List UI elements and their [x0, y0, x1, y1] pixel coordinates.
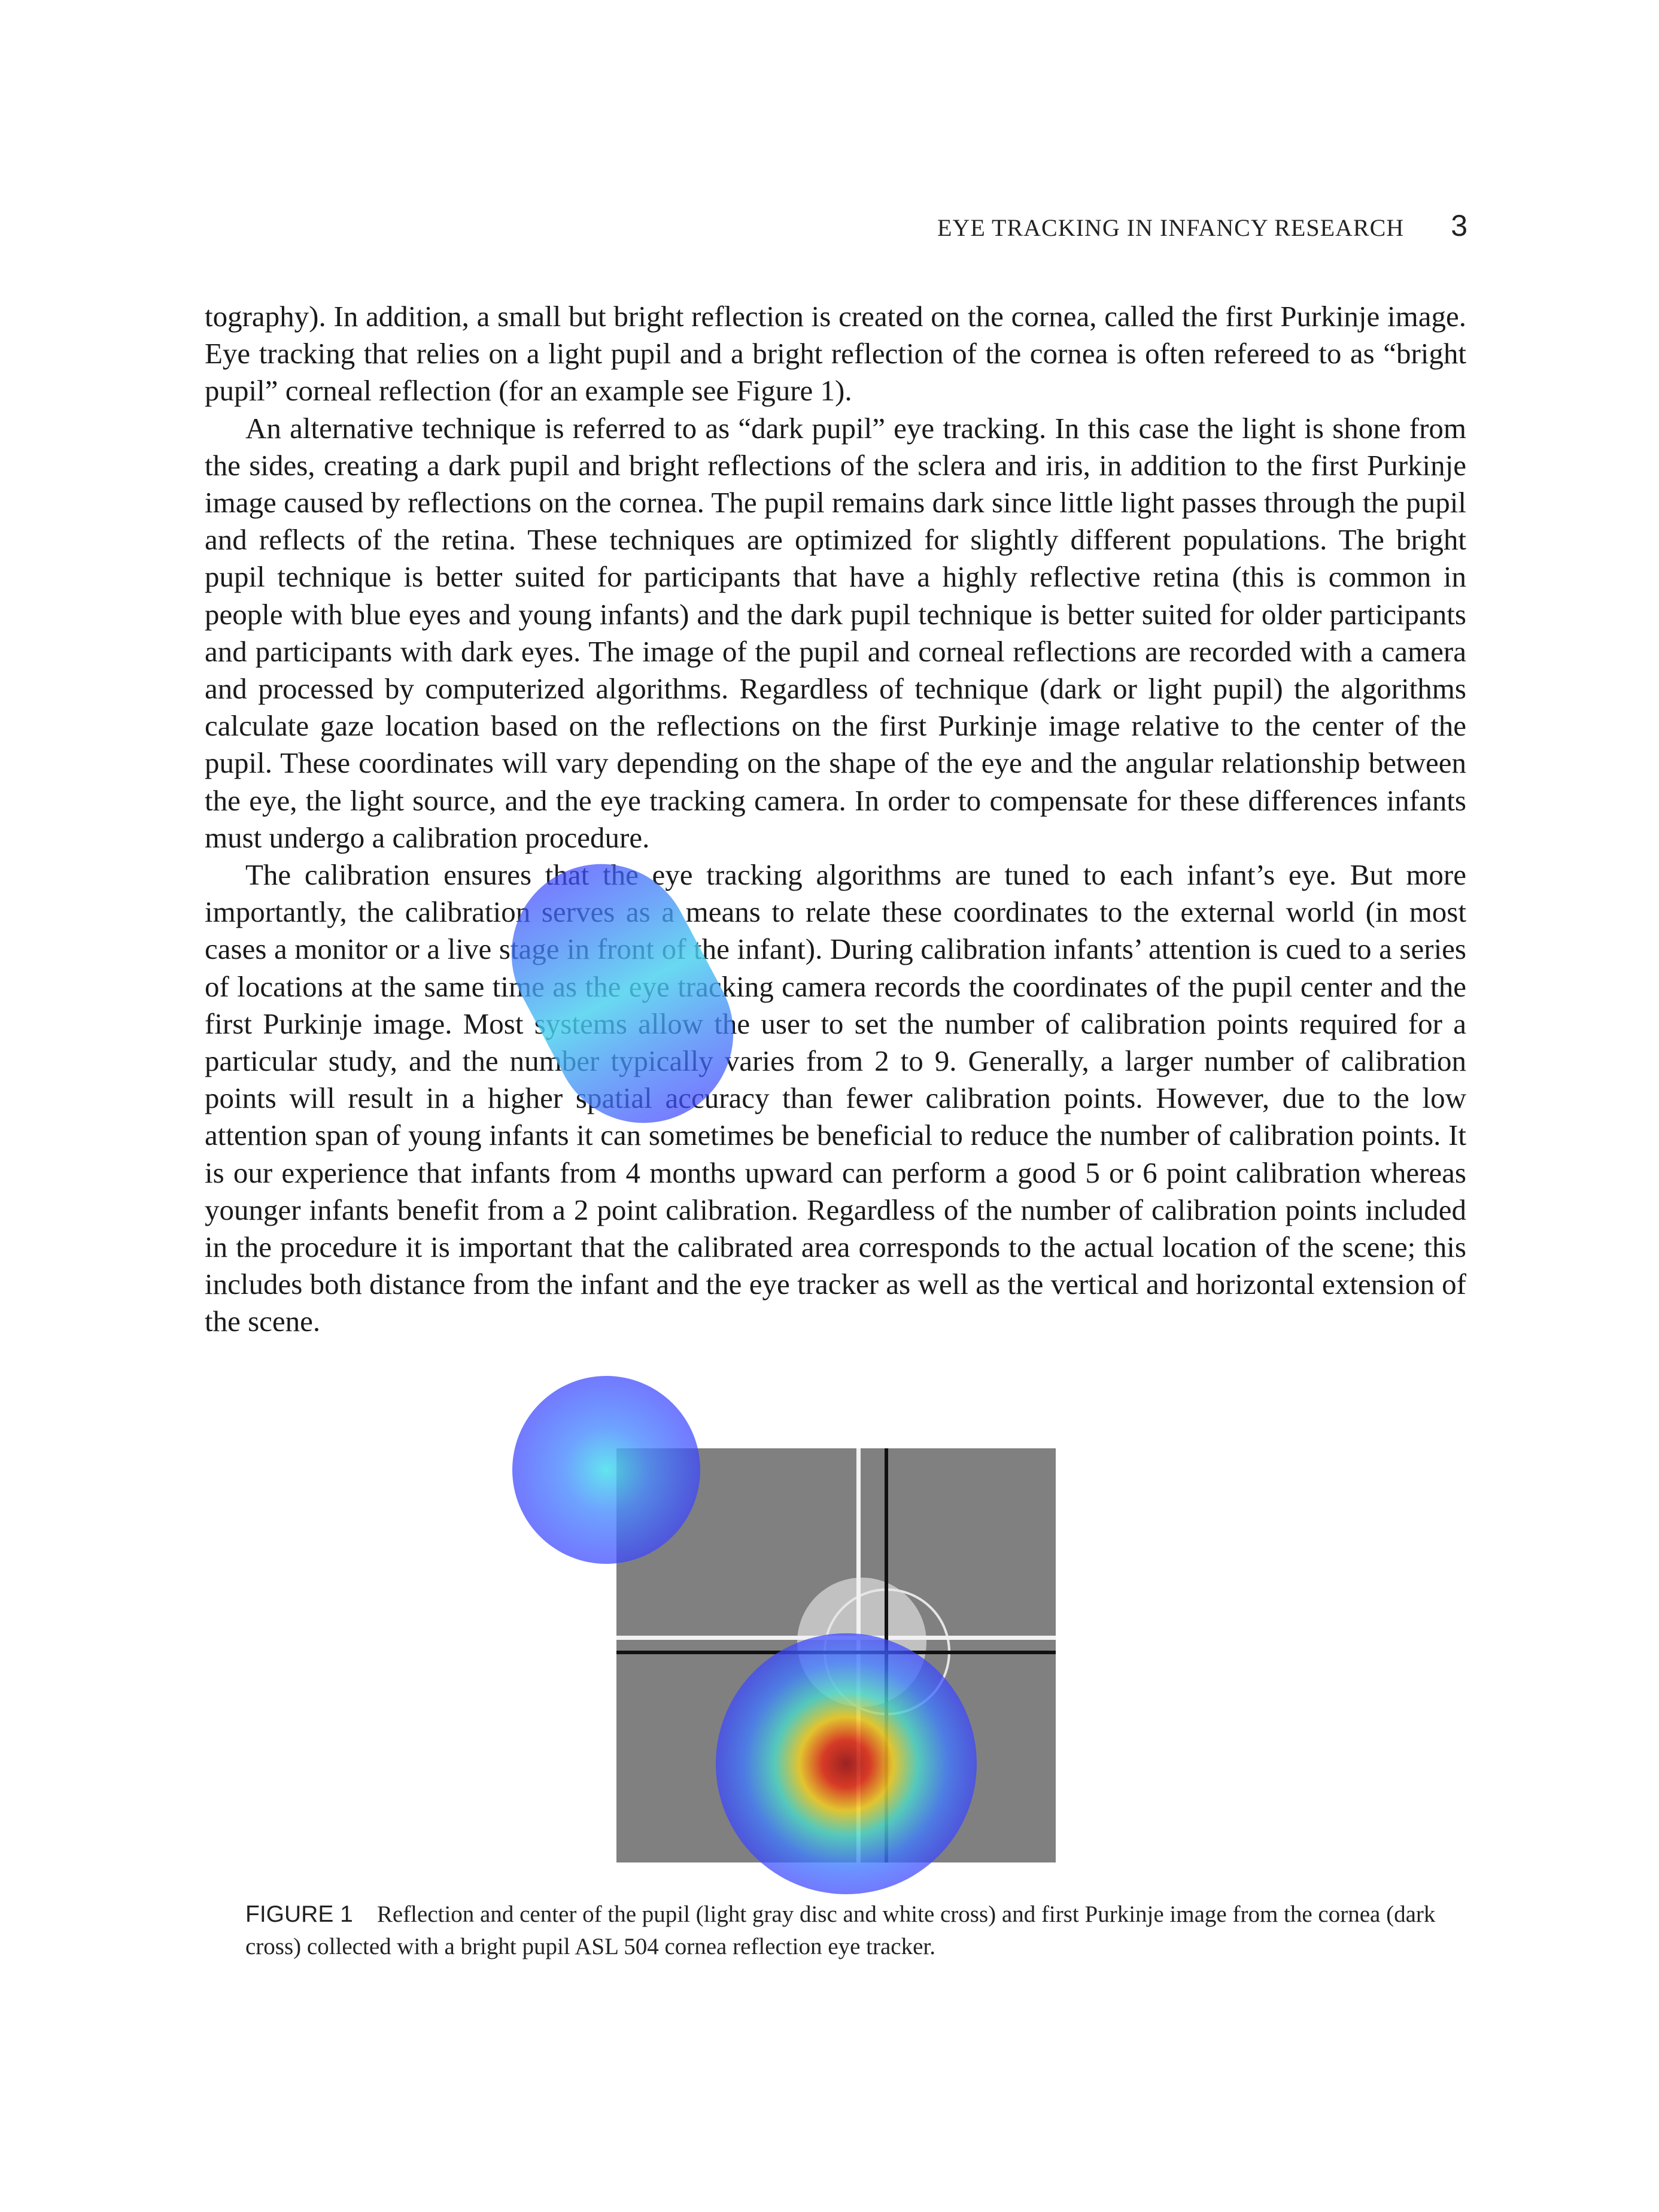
figure-label: FIGURE 1 [245, 1901, 353, 1927]
body-text: tography). In addition, a small but brig… [205, 298, 1466, 1341]
paragraph-calibration: The calibration ensures that the eye tra… [205, 858, 1466, 1338]
running-head: EYE TRACKING IN INFANCY RESEARCH 3 [937, 208, 1467, 243]
pupil-outline [824, 1588, 950, 1715]
figure-caption-text: Reflection and center of the pupil (ligh… [245, 1901, 1436, 1959]
gaze-blob-hotspot [716, 1633, 977, 1894]
white-cross-horizontal [616, 1636, 1056, 1640]
running-title: EYE TRACKING IN INFANCY RESEARCH [937, 214, 1405, 241]
dark-cross-vertical [885, 1448, 888, 1862]
dark-cross-horizontal [616, 1651, 1056, 1654]
gaze-blob-figure-corner [512, 1376, 700, 1564]
paragraph-continued: tography). In addition, a small but brig… [205, 300, 1466, 408]
figure-background [616, 1448, 1056, 1862]
figure-caption: FIGURE 1 Reflection and center of the pup… [245, 1898, 1436, 1963]
page-number: 3 [1451, 209, 1467, 242]
pupil-disc [797, 1578, 926, 1707]
white-cross-vertical [856, 1448, 861, 1862]
paragraph-dark-pupil: An alternative technique is referred to … [205, 411, 1466, 854]
